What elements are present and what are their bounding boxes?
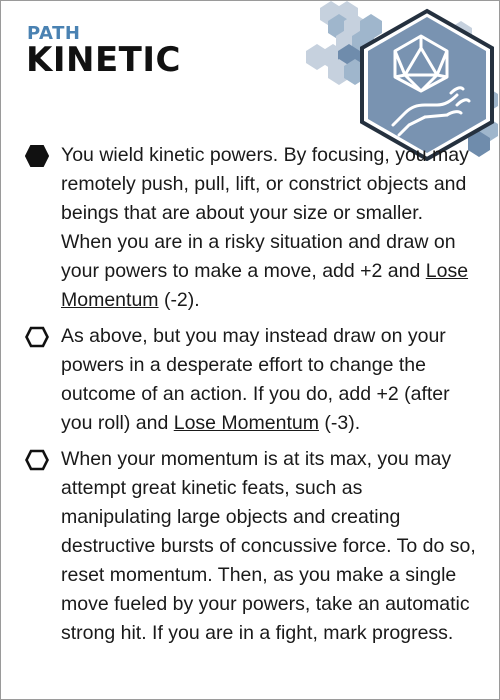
ability-item: You wield kinetic powers. By focusing, y… <box>25 141 477 315</box>
ability-checkbox-filled-icon[interactable] <box>25 145 49 167</box>
hex-tile <box>468 131 490 157</box>
hex-decoration <box>306 1 498 161</box>
ability-text: You wield kinetic powers. By focusing, y… <box>61 144 469 311</box>
ability-text: When your momentum is at its max, you ma… <box>61 448 476 644</box>
hand-icon <box>391 86 471 137</box>
lose-momentum-link: Lose Momentum <box>173 412 319 434</box>
ability-item: As above, but you may instead draw on yo… <box>25 322 477 438</box>
lose-momentum-link: Lose Momentum <box>61 260 469 311</box>
asset-category: PATH <box>27 23 81 44</box>
d20-icon <box>393 34 449 93</box>
ability-checkbox-empty-icon[interactable] <box>25 326 49 348</box>
ability-list: You wield kinetic powers. By focusing, y… <box>25 141 477 655</box>
hex-tile <box>306 44 328 70</box>
hex-tile <box>328 59 350 85</box>
asset-title: KINETIC <box>26 40 181 80</box>
ability-text: As above, but you may instead draw on yo… <box>61 325 450 434</box>
ability-checkbox-empty-icon[interactable] <box>25 449 49 471</box>
ability-item: When your momentum is at its max, you ma… <box>25 445 477 648</box>
